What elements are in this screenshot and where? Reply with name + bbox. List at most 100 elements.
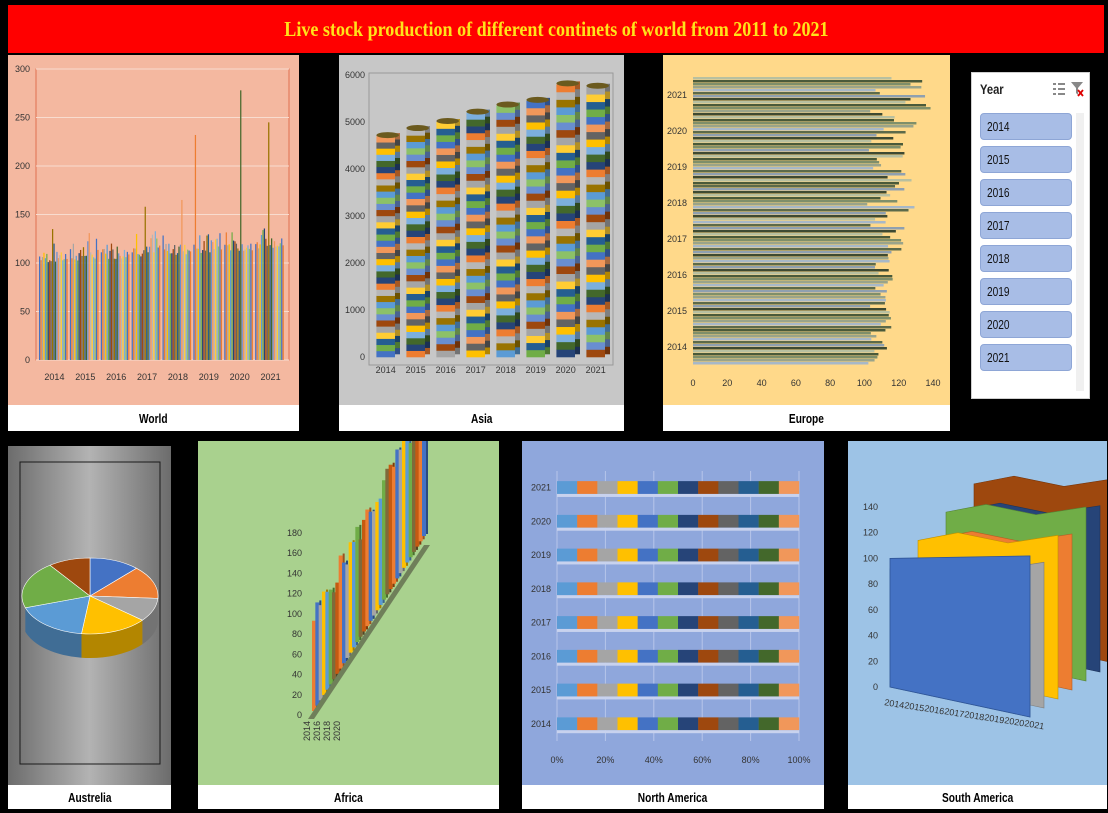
slicer-header: Year xyxy=(980,81,1004,97)
north-america-chart-panel[interactable]: 0% 20% 40% 60% 80% 100% 2014 2015 2016 2017 2018 20… xyxy=(522,441,824,785)
north-america-stack-segment xyxy=(557,649,578,663)
world-bar xyxy=(165,243,167,360)
asia-stack-segment xyxy=(556,91,575,100)
north-america-stack-segment xyxy=(778,683,800,697)
asia-stack-segment xyxy=(496,259,515,267)
asia-stack-side xyxy=(575,157,580,165)
asia-stack-side xyxy=(485,218,490,226)
asia-stack-segment xyxy=(406,262,425,269)
asia-stack-segment xyxy=(436,148,455,155)
europe-chart-label-box: Europe xyxy=(663,405,950,431)
asia-stack-side xyxy=(395,206,400,214)
north-america-stack-segment xyxy=(718,582,739,596)
asia-stack-side xyxy=(545,240,550,248)
world-bar xyxy=(116,246,118,360)
asia-stack-side xyxy=(605,91,610,100)
europe-bar xyxy=(693,344,885,347)
north-america-stack-segment xyxy=(738,514,759,528)
world-y-tick-label: 50 xyxy=(20,307,30,317)
europe-bar xyxy=(693,317,891,320)
europe-bar xyxy=(693,122,917,125)
europe-bar xyxy=(693,143,903,146)
europe-bar xyxy=(693,224,871,227)
world-chart-panel[interactable]: 0 50 100 150 200 250 300 2014 2015 2016 2017 2018 20… xyxy=(8,55,299,405)
south-america-chart-panel[interactable]: 0 20 40 60 80 100 120 140 2014 2015 2016 2017 2018 20… xyxy=(848,441,1107,785)
slicer-item-2014[interactable]: 2014 xyxy=(980,113,1072,140)
europe-bar xyxy=(693,359,875,362)
clear-filter-icon[interactable] xyxy=(1070,80,1084,98)
slicer-item-2019[interactable]: 2019 xyxy=(980,278,1072,305)
europe-bar xyxy=(693,119,894,122)
world-bar xyxy=(87,241,89,360)
asia-stack-side xyxy=(395,212,400,220)
asia-stack-side xyxy=(485,279,490,287)
asia-stack-side xyxy=(425,132,430,140)
asia-stack-segment xyxy=(466,187,485,195)
slicer-item-2020[interactable]: 2020 xyxy=(980,311,1072,338)
north-america-stack-segment xyxy=(678,481,699,494)
europe-x-tick-label: 40 xyxy=(757,378,767,388)
australia-chart-panel[interactable] xyxy=(8,446,171,785)
europe-y-tick-label: 2018 xyxy=(667,198,687,208)
asia-stack-segment xyxy=(436,193,455,201)
asia-stack-side xyxy=(575,316,580,325)
asia-stack-side xyxy=(425,195,430,203)
slicer-item-2016[interactable]: 2016 xyxy=(980,179,1072,206)
asia-stack-segment xyxy=(406,236,425,244)
world-bar xyxy=(51,229,54,360)
north-america-stack-segment xyxy=(617,616,638,629)
world-bar xyxy=(247,245,249,360)
asia-stack-segment xyxy=(376,179,395,186)
north-america-stack-segment xyxy=(778,616,800,629)
north-america-stack-segment xyxy=(718,548,739,562)
slicer-item-2015[interactable]: 2015 xyxy=(980,146,1072,173)
north-america-stack-segment xyxy=(657,514,679,528)
north-america-stack-segment xyxy=(778,514,800,528)
asia-stack-side xyxy=(575,164,580,173)
slicer-item-2017[interactable]: 2017 xyxy=(980,212,1072,239)
north-america-stack-segment xyxy=(577,582,598,596)
europe-bar xyxy=(693,161,880,164)
asia-stack-side xyxy=(545,304,550,312)
asia-stack-segment xyxy=(406,179,425,187)
asia-stack-segment xyxy=(586,146,605,155)
asia-stack-segment xyxy=(526,143,545,151)
asia-stack-segment xyxy=(406,154,425,162)
north-america-stack-segment xyxy=(557,548,578,562)
world-bar xyxy=(56,251,58,360)
asia-stack-segment xyxy=(376,215,395,223)
asia-x-tick-label: 2021 xyxy=(586,365,606,375)
asia-stack-segment xyxy=(436,324,455,332)
africa-chart-panel[interactable]: 0 20 40 60 80 100 120 140 160 180 2014 2016 2018 2020 xyxy=(198,441,499,785)
world-bar xyxy=(119,255,121,360)
slicer-scrollbar[interactable] xyxy=(1076,113,1084,391)
world-bar xyxy=(168,243,170,360)
asia-stack-side xyxy=(395,231,400,238)
asia-stack-segment xyxy=(556,228,575,237)
asia-stack-side xyxy=(545,325,550,333)
multi-select-icon[interactable] xyxy=(1052,81,1066,97)
asia-stack-side xyxy=(455,327,460,335)
asia-stack-side xyxy=(575,338,580,347)
asia-stack-side xyxy=(515,179,520,187)
asia-stack-segment xyxy=(436,213,455,221)
world-bar xyxy=(115,258,117,360)
africa-x-tick-label: 2020 xyxy=(332,721,342,741)
asia-stack-segment xyxy=(586,206,605,215)
year-slicer[interactable]: Year 2014 2015 2016 2017 2018 2019 2020 … xyxy=(971,72,1090,399)
asia-stack-segment xyxy=(556,319,575,328)
world-bar xyxy=(240,90,242,360)
asia-stack-segment xyxy=(526,193,545,201)
asia-stack-side xyxy=(515,130,520,138)
asia-chart-panel[interactable]: 0 1000 2000 3000 4000 5000 6000 2014 2015 2016 201… xyxy=(339,55,624,405)
slicer-item-2018[interactable]: 2018 xyxy=(980,245,1072,272)
asia-stack-segment xyxy=(496,140,515,148)
asia-stack-side xyxy=(485,211,490,219)
slicer-item-2021[interactable]: 2021 xyxy=(980,344,1072,371)
europe-chart-panel[interactable]: 0 20 40 60 80 100 120 140 2014 2015 2016 2017 2018 20… xyxy=(663,55,950,405)
africa-floor xyxy=(308,545,430,719)
asia-stack-side xyxy=(485,258,490,267)
north-america-stack-segment xyxy=(758,683,780,697)
europe-bar xyxy=(693,335,877,338)
asia-stack-segment xyxy=(406,198,425,206)
